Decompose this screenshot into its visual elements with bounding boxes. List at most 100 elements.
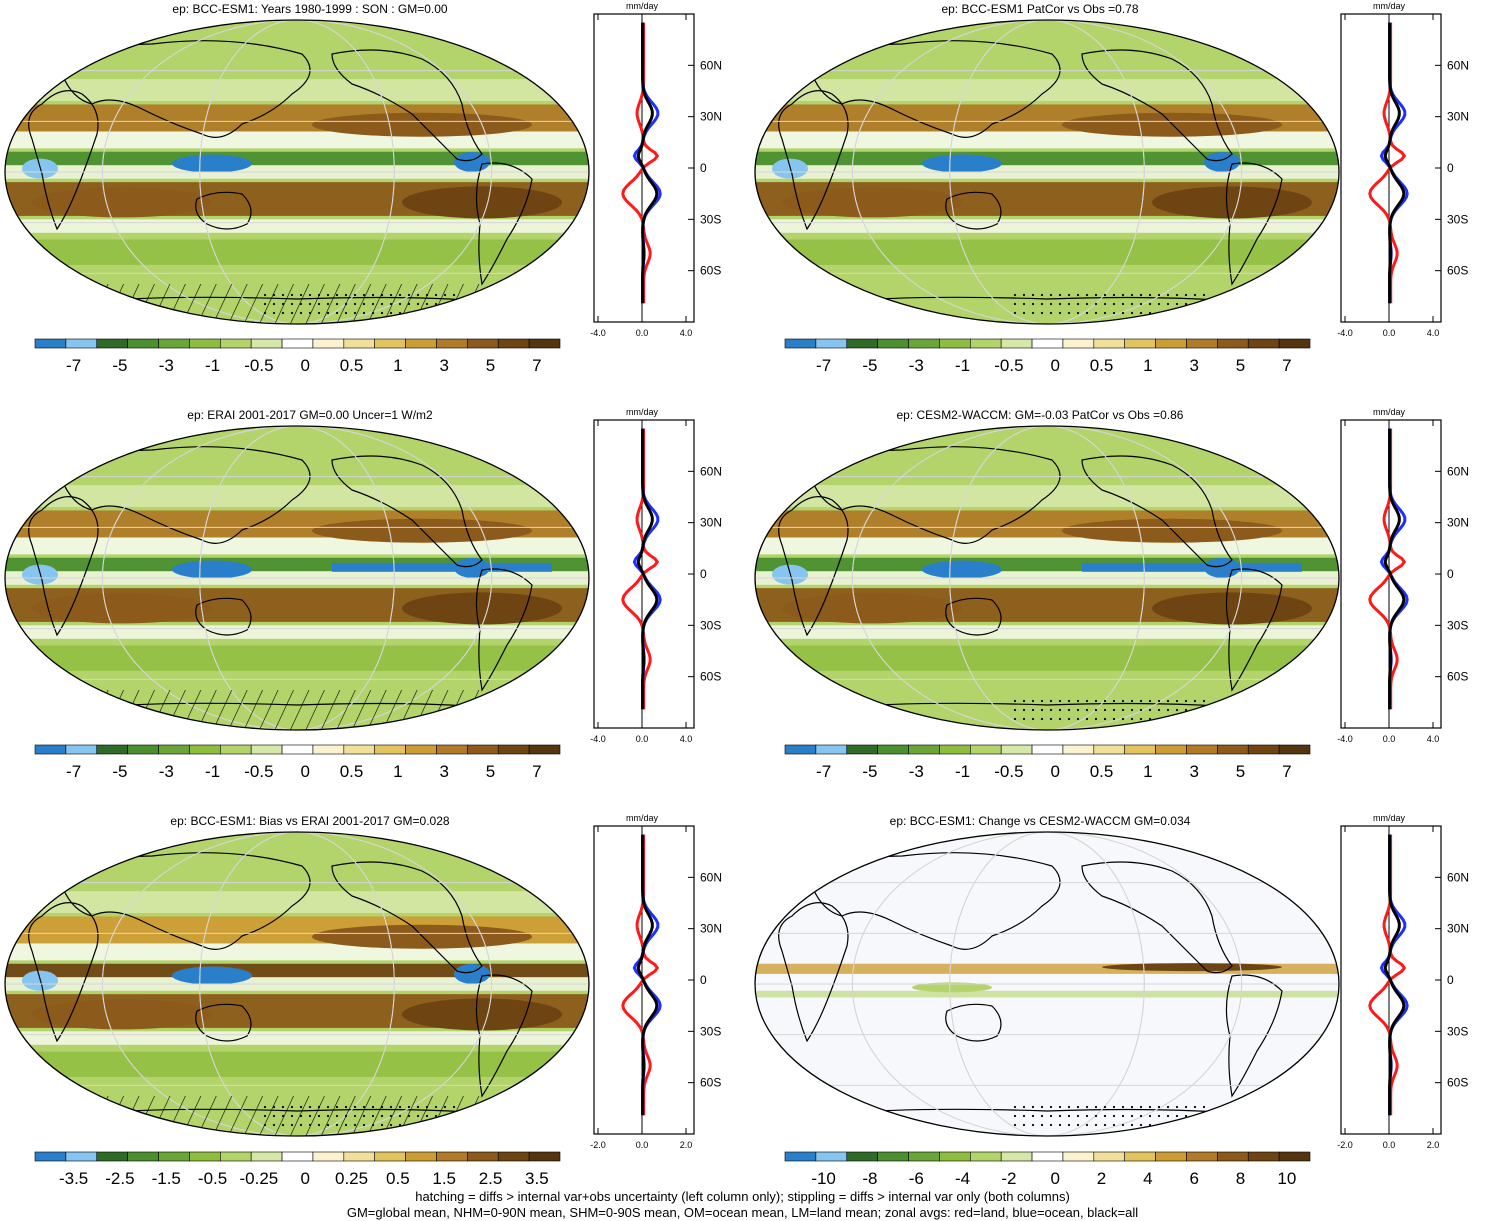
colorbar: -7 -5 -3 -1 -0.5 0 0.5 1 3 5 7 <box>784 744 1311 781</box>
colorbar-swatch <box>1000 744 1033 755</box>
colorbar-swatch <box>374 1151 406 1162</box>
panel-title: ep: BCC-ESM1: Change vs CESM2-WACCM GM=0… <box>889 814 1191 828</box>
colorbar-label: 1 <box>393 762 402 781</box>
colorbar-label: -5 <box>862 762 877 781</box>
zonal-profile: mm/day -4.0 0.0 4.0 60N 30N 0 30S 60S <box>1337 407 1469 744</box>
colorbar-label: 4 <box>1143 1169 1152 1188</box>
field-band <box>5 219 589 233</box>
colorbar-label: -3.5 <box>59 1169 88 1188</box>
colorbar-swatch <box>281 1151 314 1162</box>
dry-core <box>32 593 212 624</box>
zonal-profile: mm/day -2.0 0.0 2.0 60N 30N 0 30S 60S <box>1337 813 1469 1150</box>
continent-outline <box>945 191 1002 230</box>
colorbar-swatch <box>908 338 940 349</box>
continent-outline <box>28 496 99 637</box>
colorbar-swatch <box>158 1151 190 1162</box>
colorbar-label: 1.5 <box>432 1169 456 1188</box>
colorbar-label: 0.25 <box>335 1169 368 1188</box>
map-panel <box>754 19 1340 325</box>
continent-outline <box>1225 568 1283 692</box>
colorbar-swatch <box>65 744 98 755</box>
longitude-line <box>199 426 395 730</box>
field-band <box>5 1031 589 1045</box>
colorbar-swatch <box>1247 1151 1280 1162</box>
field-band <box>5 943 589 961</box>
map-border <box>4 831 590 1137</box>
colorbar-swatch <box>96 744 128 755</box>
colorbar-label: 5 <box>1236 762 1245 781</box>
colorbar-swatch <box>405 744 437 755</box>
wet-core <box>332 562 552 572</box>
colorbar-label: -5 <box>112 356 127 375</box>
zonal-mean-line <box>636 22 659 304</box>
colorbar-label: -10 <box>811 1169 836 1188</box>
colorbar-swatch <box>281 338 314 349</box>
colorbar-label: 3 <box>439 762 448 781</box>
continent-outline <box>195 191 252 230</box>
field-band <box>755 645 1339 671</box>
dry-core <box>402 186 562 219</box>
x-tick-label: -2.0 <box>1337 1140 1353 1150</box>
graticule <box>755 20 1339 324</box>
colorbar-label: -3 <box>159 762 174 781</box>
colorbar-swatch <box>219 744 252 755</box>
longitude-line <box>199 20 395 324</box>
colorbar-swatch <box>497 1151 530 1162</box>
colorbar-label: -1 <box>955 762 970 781</box>
colorbar-swatch <box>1031 744 1064 755</box>
field-band <box>5 1051 589 1077</box>
y-tick-label: 60S <box>1447 670 1468 684</box>
colorbar-label: 0.5 <box>1090 762 1114 781</box>
continent-outline <box>195 1003 252 1042</box>
y-tick-label: 60N <box>1447 58 1469 72</box>
colorbar-label: -7 <box>816 356 831 375</box>
colorbar-label: 1 <box>1143 356 1152 375</box>
graticule <box>5 426 589 730</box>
y-tick-label: 30S <box>700 212 721 226</box>
longitude-line <box>949 426 1145 730</box>
colorbar-label: 6 <box>1189 1169 1198 1188</box>
colorbar-label: -3 <box>909 356 924 375</box>
colorbar-label: -0.5 <box>994 356 1023 375</box>
colorbar-swatch <box>1247 338 1280 349</box>
colorbar-swatch <box>250 338 283 349</box>
dry-core <box>402 592 562 625</box>
longitude-line <box>101 20 493 324</box>
colorbar-label: -5 <box>112 762 127 781</box>
zonal-mean-line <box>1383 428 1406 710</box>
colorbar-swatch <box>467 1151 499 1162</box>
colorbar-swatch <box>1217 338 1249 349</box>
map-background <box>755 832 1339 1136</box>
colorbar-swatch <box>969 1151 1002 1162</box>
colorbar-swatch <box>250 744 283 755</box>
colorbar-label: -0.5 <box>994 762 1023 781</box>
x-tick-label: -4.0 <box>590 734 606 744</box>
colorbar-label: -4 <box>955 1169 970 1188</box>
stippling <box>1012 696 1212 726</box>
colorbar-swatch <box>65 338 98 349</box>
colorbar-swatch <box>846 1151 878 1162</box>
colorbar-swatch <box>1155 1151 1187 1162</box>
continent-outline <box>811 446 1061 544</box>
y-tick-label: 30S <box>700 1024 721 1038</box>
colorbar-swatch <box>312 744 345 755</box>
wet-core <box>172 154 252 173</box>
map-border <box>754 425 1340 731</box>
field-band <box>5 625 589 639</box>
dry-core <box>402 998 562 1031</box>
graticule <box>755 426 1339 730</box>
stippling <box>1012 1102 1212 1132</box>
x-tick-label: 4.0 <box>680 328 693 338</box>
y-tick-label: 30S <box>700 618 721 632</box>
y-tick-label: 60S <box>700 670 721 684</box>
colorbar-label: 7 <box>532 762 541 781</box>
y-tick-label: 60N <box>700 464 722 478</box>
y-tick-label: 60S <box>700 264 721 278</box>
zonal-mean-line <box>636 834 659 1116</box>
colorbar-swatch <box>1155 744 1187 755</box>
colorbar-label: 0 <box>300 356 309 375</box>
change-core <box>912 982 992 993</box>
colorbar-swatch <box>158 744 190 755</box>
colorbar-label: 0.5 <box>1090 356 1114 375</box>
zonal-profile: mm/day -4.0 0.0 4.0 60N 30N 0 30S 60S <box>590 407 722 744</box>
